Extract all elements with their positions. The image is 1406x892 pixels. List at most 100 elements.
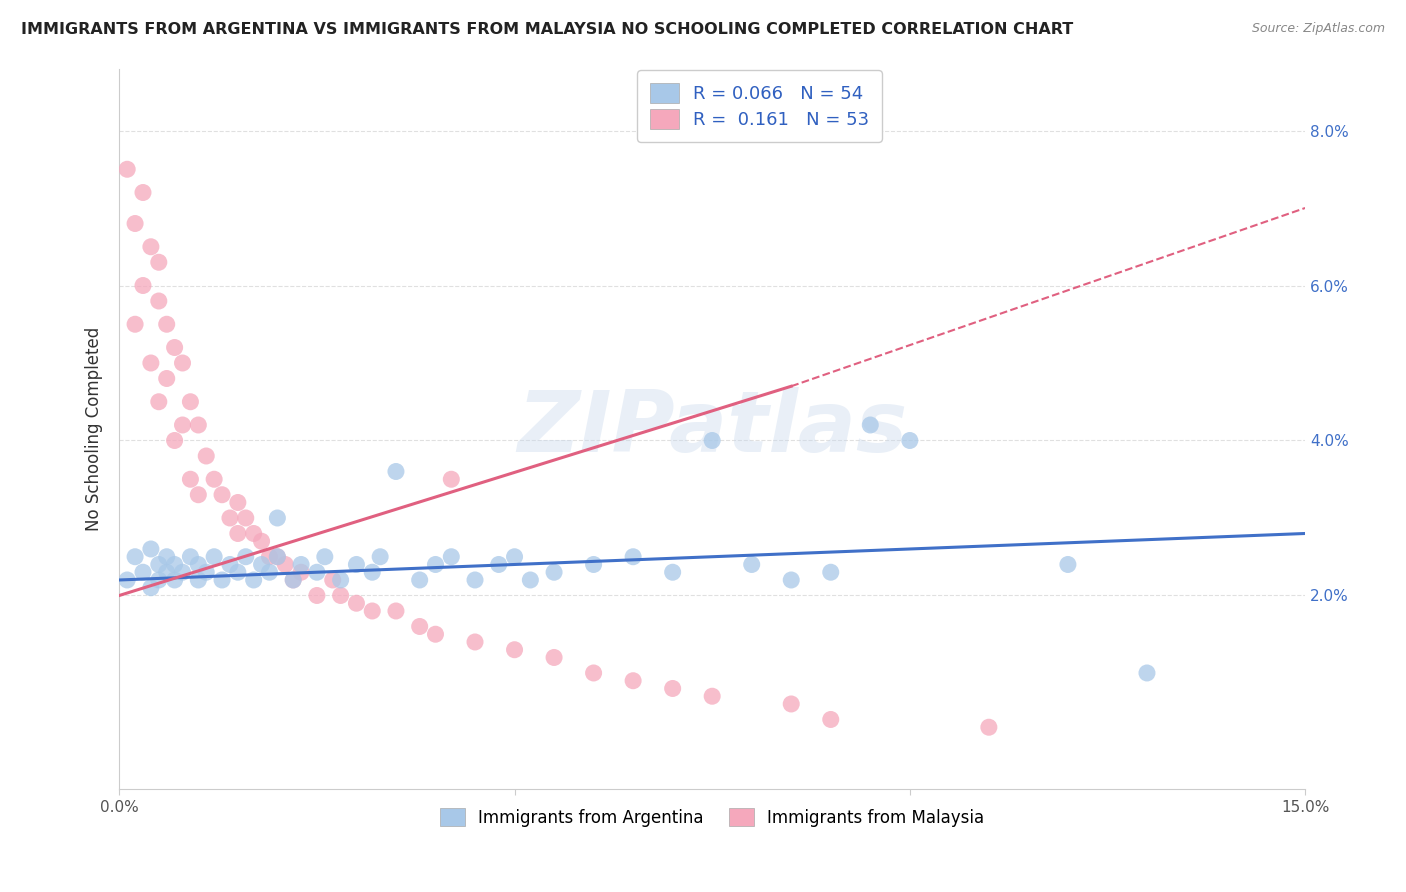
Point	[702, 434, 724, 448]
Point	[132, 566, 155, 580]
Point	[163, 434, 186, 448]
Point	[156, 566, 179, 580]
Point	[139, 541, 162, 556]
Point	[132, 278, 155, 293]
Point	[242, 573, 264, 587]
Point	[283, 573, 305, 587]
Point	[661, 681, 683, 696]
Text: IMMIGRANTS FROM ARGENTINA VS IMMIGRANTS FROM MALAYSIA NO SCHOOLING COMPLETED COR: IMMIGRANTS FROM ARGENTINA VS IMMIGRANTS …	[21, 22, 1073, 37]
Point	[361, 604, 384, 618]
Point	[820, 713, 842, 727]
Point	[187, 573, 209, 587]
Point	[408, 619, 430, 633]
Point	[305, 589, 328, 603]
Point	[163, 573, 186, 587]
Point	[503, 549, 526, 564]
Point	[408, 573, 430, 587]
Point	[163, 341, 186, 355]
Point	[329, 573, 352, 587]
Point	[139, 581, 162, 595]
Point	[115, 162, 138, 177]
Point	[290, 566, 312, 580]
Point	[519, 573, 541, 587]
Point	[250, 534, 273, 549]
Point	[187, 488, 209, 502]
Point	[283, 573, 305, 587]
Point	[242, 526, 264, 541]
Point	[425, 627, 447, 641]
Point	[115, 573, 138, 587]
Point	[503, 642, 526, 657]
Point	[226, 526, 249, 541]
Point	[148, 394, 170, 409]
Point	[488, 558, 510, 572]
Text: ZIPatlas: ZIPatlas	[517, 387, 907, 470]
Point	[290, 558, 312, 572]
Point	[780, 697, 803, 711]
Point	[211, 573, 233, 587]
Point	[661, 566, 683, 580]
Point	[274, 558, 297, 572]
Point	[464, 573, 486, 587]
Point	[621, 549, 644, 564]
Point	[124, 318, 146, 332]
Point	[322, 573, 344, 587]
Point	[266, 549, 288, 564]
Point	[329, 589, 352, 603]
Point	[820, 566, 842, 580]
Point	[148, 558, 170, 572]
Point	[425, 558, 447, 572]
Point	[464, 635, 486, 649]
Point	[385, 465, 408, 479]
Point	[346, 596, 368, 610]
Point	[172, 566, 194, 580]
Point	[235, 511, 257, 525]
Point	[179, 549, 201, 564]
Point	[898, 434, 921, 448]
Point	[187, 558, 209, 572]
Y-axis label: No Schooling Completed: No Schooling Completed	[86, 326, 103, 531]
Point	[1057, 558, 1080, 572]
Point	[543, 650, 565, 665]
Text: Source: ZipAtlas.com: Source: ZipAtlas.com	[1251, 22, 1385, 36]
Point	[187, 417, 209, 432]
Point	[219, 511, 242, 525]
Point	[361, 566, 384, 580]
Point	[305, 566, 328, 580]
Point	[226, 566, 249, 580]
Point	[179, 394, 201, 409]
Point	[156, 318, 179, 332]
Point	[235, 549, 257, 564]
Point	[385, 604, 408, 618]
Point	[741, 558, 763, 572]
Point	[139, 240, 162, 254]
Point	[259, 566, 281, 580]
Point	[156, 549, 179, 564]
Point	[172, 417, 194, 432]
Point	[977, 720, 1000, 734]
Point	[250, 558, 273, 572]
Point	[314, 549, 336, 564]
Point	[702, 690, 724, 704]
Point	[132, 186, 155, 200]
Point	[859, 417, 882, 432]
Point	[124, 217, 146, 231]
Point	[163, 558, 186, 572]
Point	[148, 293, 170, 308]
Point	[1136, 665, 1159, 680]
Point	[440, 549, 463, 564]
Point	[780, 573, 803, 587]
Point	[202, 549, 225, 564]
Point	[195, 566, 218, 580]
Point	[202, 472, 225, 486]
Point	[582, 558, 605, 572]
Point	[368, 549, 391, 564]
Legend: Immigrants from Argentina, Immigrants from Malaysia: Immigrants from Argentina, Immigrants fr…	[432, 800, 993, 835]
Point	[543, 566, 565, 580]
Point	[346, 558, 368, 572]
Point	[211, 488, 233, 502]
Point	[440, 472, 463, 486]
Point	[172, 356, 194, 370]
Point	[124, 549, 146, 564]
Point	[148, 255, 170, 269]
